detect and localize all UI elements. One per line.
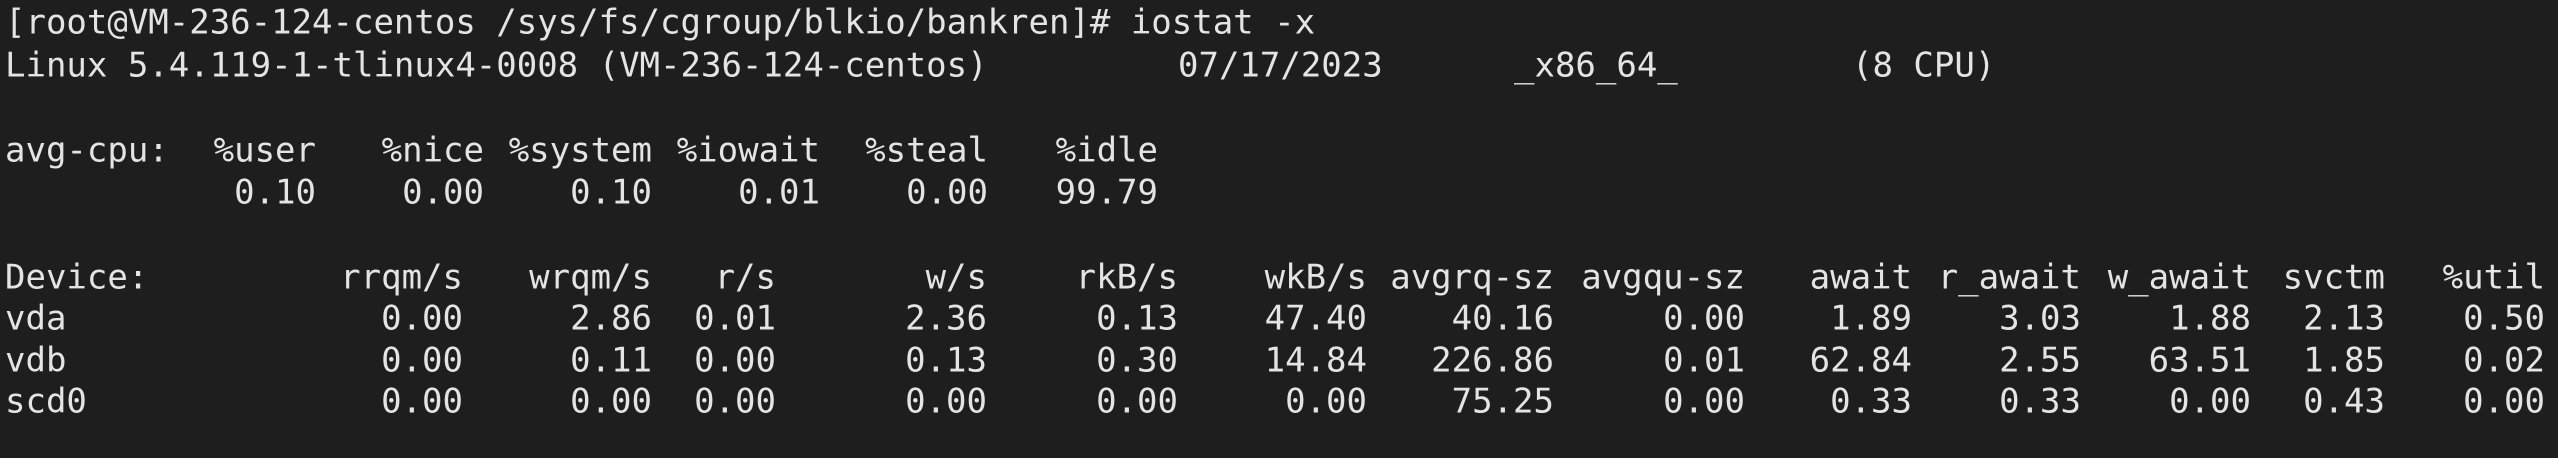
device-value: 0.00 bbox=[1663, 299, 1745, 339]
device-value: 0.00 bbox=[2463, 382, 2545, 422]
device-value: 1.88 bbox=[2169, 299, 2251, 339]
device-value: 0.00 bbox=[694, 341, 776, 381]
cpu-value: 0.10 bbox=[570, 173, 652, 213]
device-value: 2.55 bbox=[1999, 341, 2081, 381]
device-value: 3.03 bbox=[1999, 299, 2081, 339]
cpu-header: %steal bbox=[865, 131, 988, 171]
device-name: vdb bbox=[5, 341, 66, 381]
device-value: 1.89 bbox=[1830, 299, 1912, 339]
device-name: vda bbox=[5, 299, 66, 339]
cpu-count: (8 CPU) bbox=[1852, 46, 1995, 86]
cpu-header: %iowait bbox=[677, 131, 820, 171]
device-value: 2.86 bbox=[570, 299, 652, 339]
device-value: 0.33 bbox=[1999, 382, 2081, 422]
kernel-info: Linux 5.4.119-1-tlinux4-0008 (VM-236-124… bbox=[5, 46, 988, 86]
device-value: 75.25 bbox=[1452, 382, 1554, 422]
command-prompt: [root@VM-236-124-centos /sys/fs/cgroup/b… bbox=[5, 3, 1315, 43]
device-header: await bbox=[1810, 258, 1912, 298]
device-value: 0.00 bbox=[905, 382, 987, 422]
device-header: avgqu-sz bbox=[1581, 258, 1745, 298]
device-header: w/s bbox=[926, 258, 987, 298]
device-value: 0.00 bbox=[570, 382, 652, 422]
device-header: Device: bbox=[5, 258, 148, 298]
device-value: 0.30 bbox=[1096, 341, 1178, 381]
cpu-value: 0.00 bbox=[906, 173, 988, 213]
device-name: scd0 bbox=[5, 382, 87, 422]
device-header: w_await bbox=[2108, 258, 2251, 298]
cpu-label: avg-cpu: bbox=[5, 131, 169, 171]
device-value: 0.01 bbox=[1663, 341, 1745, 381]
cpu-header: %idle bbox=[1056, 131, 1158, 171]
device-header: avgrq-sz bbox=[1390, 258, 1554, 298]
device-value: 0.33 bbox=[1830, 382, 1912, 422]
cpu-header: %user bbox=[214, 131, 316, 171]
device-value: 0.00 bbox=[381, 382, 463, 422]
device-value: 0.02 bbox=[2463, 341, 2545, 381]
arch: _x86_64_ bbox=[1514, 46, 1678, 86]
cpu-header: %nice bbox=[382, 131, 484, 171]
device-value: 62.84 bbox=[1810, 341, 1912, 381]
device-value: 0.00 bbox=[381, 299, 463, 339]
device-header: wrqm/s bbox=[529, 258, 652, 298]
device-header: svctm bbox=[2283, 258, 2385, 298]
device-value: 47.40 bbox=[1265, 299, 1367, 339]
device-value: 0.00 bbox=[2169, 382, 2251, 422]
device-header: wkB/s bbox=[1265, 258, 1367, 298]
device-value: 0.01 bbox=[694, 299, 776, 339]
device-value: 0.00 bbox=[1663, 382, 1745, 422]
device-header: r/s bbox=[715, 258, 776, 298]
device-value: 0.43 bbox=[2303, 382, 2385, 422]
cpu-header: %system bbox=[509, 131, 652, 171]
device-value: 2.36 bbox=[905, 299, 987, 339]
cpu-value: 99.79 bbox=[1056, 173, 1158, 213]
device-value: 0.50 bbox=[2463, 299, 2545, 339]
device-header: r_await bbox=[1938, 258, 2081, 298]
device-value: 0.13 bbox=[905, 341, 987, 381]
device-header: rrqm/s bbox=[340, 258, 463, 298]
date: 07/17/2023 bbox=[1178, 46, 1383, 86]
cpu-value: 0.00 bbox=[402, 173, 484, 213]
device-value: 0.00 bbox=[381, 341, 463, 381]
device-value: 0.13 bbox=[1096, 299, 1178, 339]
device-value: 0.00 bbox=[694, 382, 776, 422]
cpu-value: 0.01 bbox=[738, 173, 820, 213]
device-value: 0.11 bbox=[570, 341, 652, 381]
device-value: 0.00 bbox=[1285, 382, 1367, 422]
device-value: 0.00 bbox=[1096, 382, 1178, 422]
device-value: 14.84 bbox=[1265, 341, 1367, 381]
device-value: 2.13 bbox=[2303, 299, 2385, 339]
device-value: 40.16 bbox=[1452, 299, 1554, 339]
cpu-value: 0.10 bbox=[234, 173, 316, 213]
device-header: rkB/s bbox=[1076, 258, 1178, 298]
device-value: 1.85 bbox=[2303, 341, 2385, 381]
device-value: 63.51 bbox=[2149, 341, 2251, 381]
device-value: 226.86 bbox=[1431, 341, 1554, 381]
device-header: %util bbox=[2443, 258, 2545, 298]
